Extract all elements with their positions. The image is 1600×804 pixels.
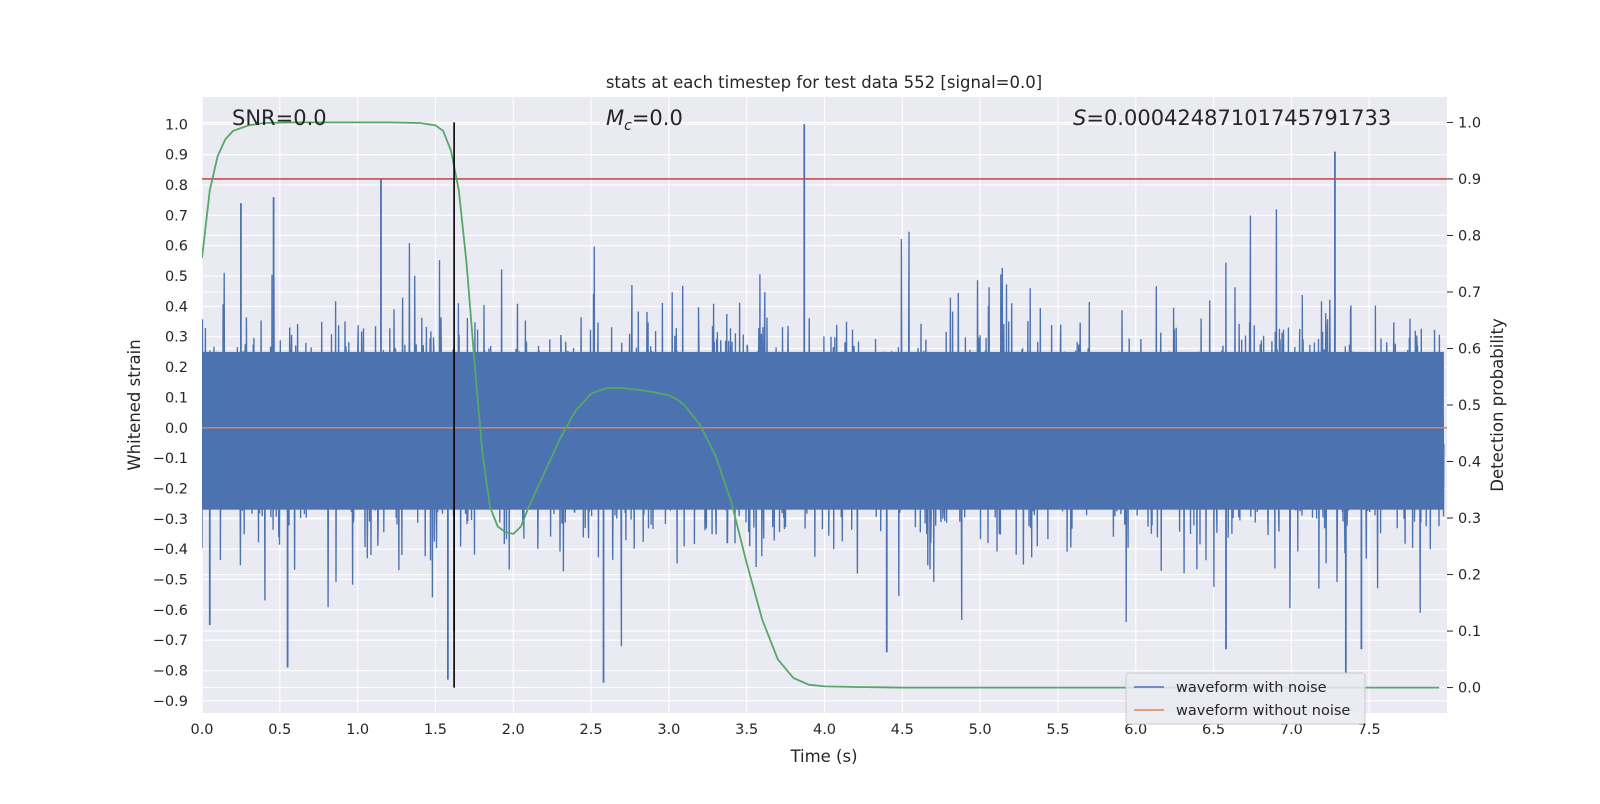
left-y-tick-label: −0.9 bbox=[153, 694, 188, 710]
legend-box bbox=[1125, 672, 1366, 725]
left-y-tick-label: −0.8 bbox=[153, 664, 188, 680]
left-y-tick-label: −0.1 bbox=[153, 451, 188, 467]
right-y-tick-label: 0.3 bbox=[1458, 511, 1481, 527]
snr-annotation: SNR=0.0 bbox=[232, 106, 327, 130]
x-tick-label: 1.0 bbox=[346, 722, 369, 738]
left-y-tick-label: −0.7 bbox=[153, 633, 188, 649]
series-detection-probability bbox=[202, 121, 1440, 689]
right-y-tick-label: 0.5 bbox=[1458, 398, 1481, 414]
legend: waveform with noise waveform without noi… bbox=[1125, 672, 1366, 725]
left-y-tick-label: −0.5 bbox=[153, 572, 188, 588]
right-y-tick-label: 0.1 bbox=[1458, 624, 1481, 640]
right-y-axis-label: Detection probability bbox=[1488, 318, 1507, 492]
left-y-tick-label: 1.0 bbox=[165, 117, 188, 133]
left-y-tick-labels: 1.0 0.9 0.8 0.7 0.6 0.5 0.4 0.3 0.2 0.1 0.0 −0.1 −0.… bbox=[153, 117, 188, 710]
right-y-tick-label: 0.2 bbox=[1458, 568, 1481, 584]
chirp-mass-annotation: Mc=0.0 bbox=[606, 106, 683, 134]
left-y-tick-label: 0.0 bbox=[165, 421, 188, 437]
x-tick-label: 3.5 bbox=[735, 722, 758, 738]
x-tick-label: 4.5 bbox=[891, 722, 914, 738]
overlay-series bbox=[202, 121, 1447, 689]
left-y-tick-label: 0.7 bbox=[165, 208, 188, 224]
noise-core-band bbox=[202, 351, 1444, 510]
right-y-tick-labels: 1.0 0.9 0.8 0.7 0.6 0.5 0.4 0.3 0.2 0.1 0.0 bbox=[1458, 115, 1481, 696]
right-y-tick-label: 0.7 bbox=[1458, 285, 1481, 301]
left-y-tick-label: −0.4 bbox=[153, 542, 188, 558]
right-y-tick-label: 1.0 bbox=[1458, 115, 1481, 131]
left-y-tick-label: 0.5 bbox=[165, 269, 188, 285]
left-y-tick-label: −0.6 bbox=[153, 603, 188, 619]
legend-label-with-noise: waveform with noise bbox=[1176, 680, 1327, 696]
x-axis-label: Time (s) bbox=[789, 747, 857, 766]
left-y-tick-label: 0.1 bbox=[165, 390, 188, 406]
chart-title: stats at each timestep for test data 552… bbox=[606, 73, 1042, 92]
x-tick-label: 2.5 bbox=[580, 722, 603, 738]
x-tick-label: 6.5 bbox=[1202, 722, 1225, 738]
x-tick-label: 5.0 bbox=[969, 722, 992, 738]
left-y-tick-label: 0.4 bbox=[165, 299, 188, 315]
x-tick-label: 7.0 bbox=[1280, 722, 1303, 738]
x-tick-label: 5.5 bbox=[1046, 722, 1069, 738]
right-y-tick-label: 0.6 bbox=[1458, 341, 1481, 357]
right-y-tick-label: 0.8 bbox=[1458, 228, 1481, 244]
x-tick-label: 0.0 bbox=[190, 722, 213, 738]
right-y-tick-label: 0.9 bbox=[1458, 172, 1481, 188]
right-y-tick-label: 0.4 bbox=[1458, 455, 1481, 471]
x-tick-label: 1.5 bbox=[424, 722, 447, 738]
right-y-tick-label: 0.0 bbox=[1458, 681, 1481, 697]
x-tick-label: 3.0 bbox=[657, 722, 680, 738]
left-y-tick-label: −0.3 bbox=[153, 512, 188, 528]
x-tick-label: 4.0 bbox=[813, 722, 836, 738]
left-y-tick-label: 0.3 bbox=[165, 330, 188, 346]
left-y-tick-label: 0.2 bbox=[165, 360, 188, 376]
x-tick-label: 7.5 bbox=[1358, 722, 1381, 738]
left-y-tick-label: 0.8 bbox=[165, 178, 188, 194]
x-tick-label: 0.5 bbox=[268, 722, 291, 738]
left-y-tick-label: 0.9 bbox=[165, 148, 188, 164]
left-y-tick-label: −0.2 bbox=[153, 481, 188, 497]
left-y-tick-label: 0.6 bbox=[165, 239, 188, 255]
x-tick-label: 2.0 bbox=[502, 722, 525, 738]
left-y-axis-label: Whitened strain bbox=[125, 339, 144, 470]
legend-label-without-noise: waveform without noise bbox=[1176, 703, 1350, 719]
x-tick-label: 6.0 bbox=[1124, 722, 1147, 738]
x-tick-labels: 0.0 0.5 1.0 1.5 2.0 2.5 3.0 3.5 4.0 4.5 5.0 5.5 6.0 6… bbox=[190, 722, 1380, 738]
score-annotation: S=0.00042487101745791733 bbox=[1073, 106, 1391, 130]
